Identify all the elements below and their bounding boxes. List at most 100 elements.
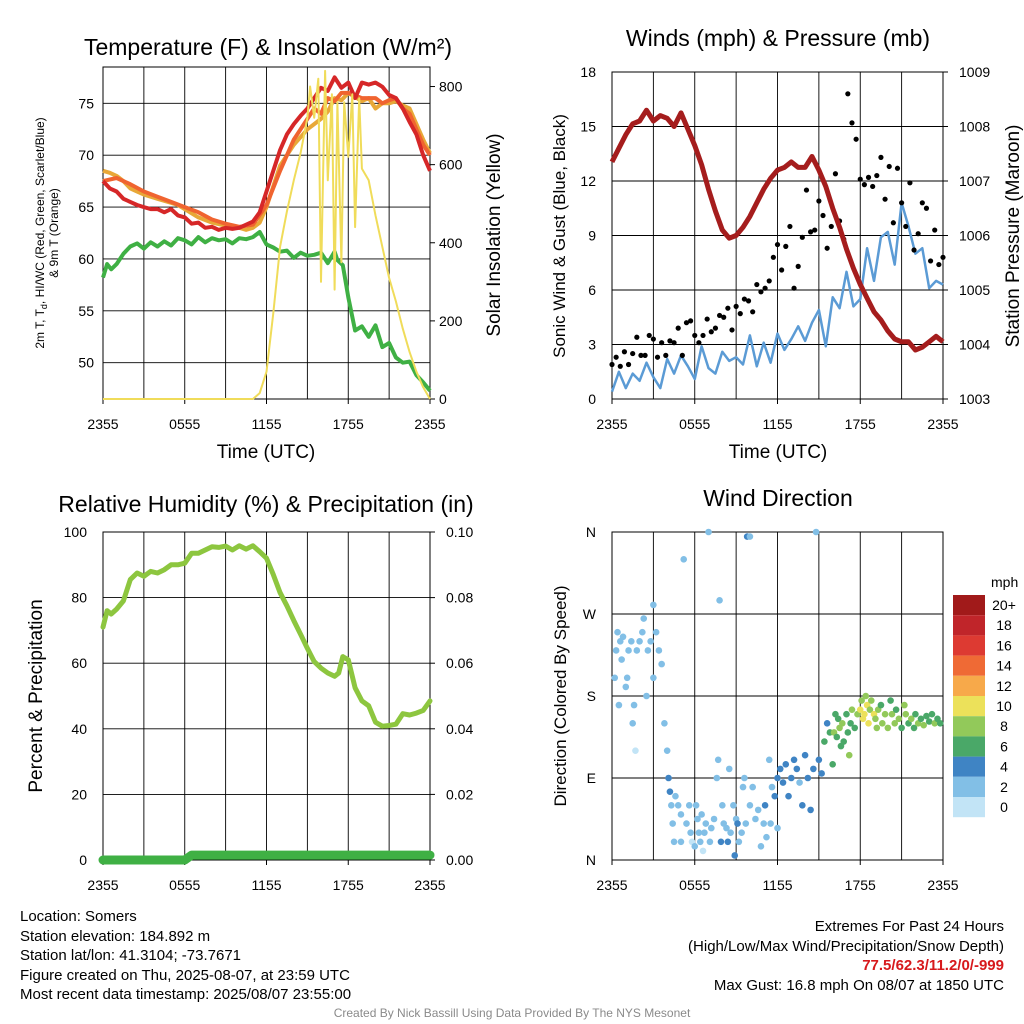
direction-point [910, 724, 918, 732]
y2-tick-label: 1007 [959, 173, 990, 189]
gust-point [733, 303, 739, 309]
direction-point [658, 660, 665, 668]
colorbar-swatch [953, 595, 985, 616]
y-axis-label: Sonic Wind & Gust (Blue, Black) [550, 114, 569, 358]
direction-point [731, 852, 739, 859]
elevation-text: Station elevation: 184.892 m [20, 927, 211, 945]
x-tick-label: 1155 [762, 877, 792, 893]
y-axis-label: Percent & Precipitation [26, 599, 47, 792]
rh-series-rh [100, 543, 433, 729]
direction-point [734, 820, 741, 827]
direction-point [663, 747, 671, 754]
direction-point [862, 692, 870, 700]
direction-point [622, 683, 630, 691]
direction-point [881, 710, 889, 718]
gust-point [812, 227, 818, 233]
max-gust-text: Max Gust: 16.8 mph On 08/07 at 1850 UTC [713, 976, 1004, 994]
direction-point [623, 674, 631, 682]
direction-point [668, 802, 675, 809]
direction-point [801, 751, 809, 759]
direction-point [865, 720, 872, 727]
gust-point [745, 298, 752, 304]
credit-text: Created By Nick Bassill Using Data Provi… [333, 1006, 691, 1020]
direction-point [724, 838, 732, 846]
direction-point [923, 712, 930, 720]
direction-point [749, 783, 756, 791]
gust-point [932, 227, 938, 233]
y-tick-label: S [587, 688, 596, 704]
y2-tick-label: 0.02 [446, 786, 473, 802]
colorbar-swatch [953, 736, 985, 757]
direction-point [628, 638, 635, 645]
direction-point [632, 747, 639, 754]
gust-point [936, 261, 942, 268]
y-tick-label: 55 [78, 303, 94, 319]
y2-tick-label: 1008 [959, 119, 990, 135]
direction-point [774, 774, 781, 782]
gust-point [692, 332, 698, 339]
gust-point [820, 212, 826, 219]
y-tick-label: 70 [78, 147, 94, 163]
direction-point [845, 751, 853, 759]
direction-point [765, 756, 773, 764]
gust-point [857, 176, 863, 182]
colorbar-label: 16 [996, 637, 1012, 653]
direction-point [888, 710, 896, 718]
direction-point [643, 692, 650, 700]
gust-point [899, 200, 905, 206]
colorbar-swatch [953, 696, 985, 717]
gust-point [634, 334, 640, 340]
direction-point [644, 647, 652, 654]
y-tick-label: 6 [588, 282, 596, 298]
gust-point [828, 223, 834, 230]
colorbar-swatch [953, 655, 985, 676]
direction-point [741, 774, 748, 782]
direction-point [698, 811, 705, 818]
gust-point [940, 254, 946, 260]
colorbar-label: 2 [1000, 779, 1008, 795]
direction-point [702, 820, 710, 827]
direction-point [717, 838, 725, 846]
direction-point [768, 783, 776, 791]
direction-point [629, 720, 636, 727]
extremes-subtitle: (High/Low/Max Wind/Precipitation/Snow De… [688, 937, 1004, 955]
direction-point [771, 792, 779, 800]
direction-point [652, 628, 660, 636]
colorbar-label: 8 [1000, 718, 1008, 734]
gust-point [741, 296, 748, 302]
y-tick-label: 9 [588, 228, 596, 244]
gust-point [642, 352, 648, 358]
direction-point [695, 829, 703, 836]
direction-point [647, 638, 654, 645]
x-tick-label: 1755 [845, 877, 876, 893]
direction-point [833, 733, 841, 741]
direction-point [687, 829, 694, 836]
direction-point [928, 710, 936, 718]
gust-point [808, 229, 814, 235]
direction-point [851, 724, 859, 732]
direction-point [714, 756, 722, 764]
y2-tick-label: 1009 [959, 64, 990, 80]
direction-point [674, 802, 682, 809]
direction-point [739, 783, 747, 791]
rh-series-precip [98, 850, 435, 865]
direction-point [611, 674, 619, 682]
direction-point [810, 765, 817, 773]
direction-point [892, 706, 900, 713]
direction-point [760, 820, 768, 827]
x-tick-label: 2355 [87, 877, 118, 893]
x-tick-label: 1755 [333, 877, 364, 893]
extremes-values: 77.5/62.3/11.2/0/-999 [862, 957, 1004, 974]
gust-point [779, 267, 785, 273]
colorbar-label: 0 [1000, 799, 1008, 815]
direction-point [725, 765, 733, 773]
direction-point [746, 533, 754, 540]
gust-point [874, 172, 880, 179]
direction-point [713, 774, 721, 782]
gust-point [725, 305, 731, 311]
direction-point [818, 770, 825, 777]
gust-point [625, 361, 632, 368]
y2-tick-label: 0.10 [446, 524, 473, 540]
y-tick-label: 65 [78, 199, 94, 215]
